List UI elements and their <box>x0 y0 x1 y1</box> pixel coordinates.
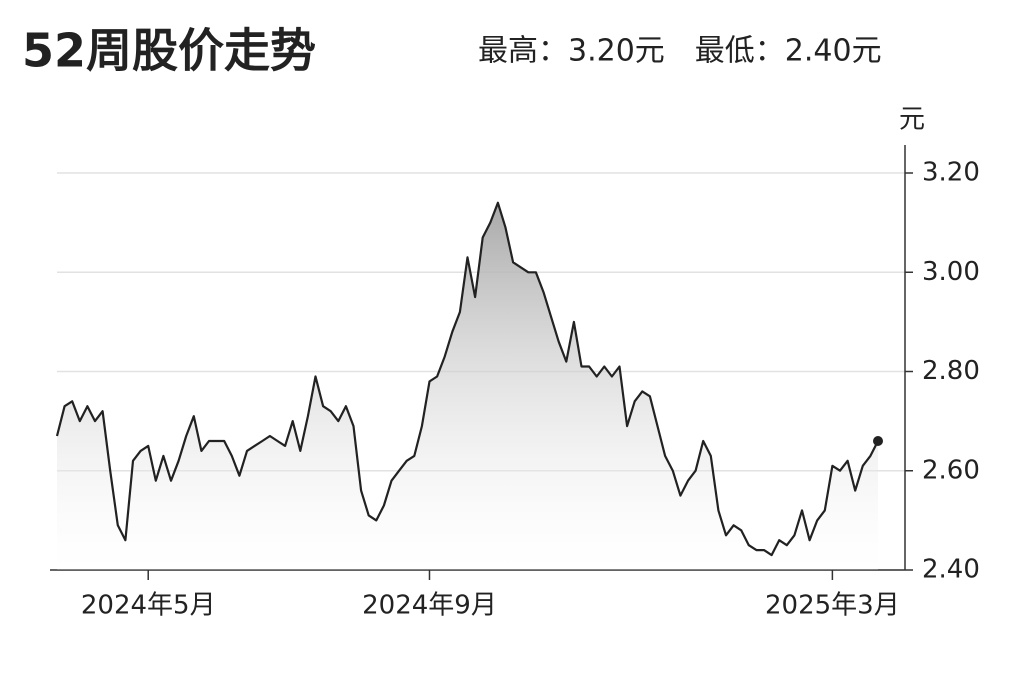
x-tick-label: 2025年3月 <box>765 591 900 621</box>
price-line <box>55 201 879 557</box>
x-tick-label: 2024年9月 <box>362 591 497 621</box>
area-fill <box>57 202 878 571</box>
y-tick-label: 2.40 <box>922 555 980 585</box>
y-tick-label: 2.60 <box>922 455 980 485</box>
chart-title: 52周股价走势 <box>22 24 316 78</box>
chart-subtitle: 最高：3.20元 最低：2.40元 <box>478 34 882 69</box>
y-unit: 元 <box>899 105 925 135</box>
y-tick-label: 3.00 <box>922 257 980 287</box>
y-tick-label: 2.80 <box>922 356 980 386</box>
y-tick-label: 3.20 <box>922 158 980 188</box>
end-point <box>873 435 883 446</box>
x-tick-label: 2024年5月 <box>81 591 216 621</box>
